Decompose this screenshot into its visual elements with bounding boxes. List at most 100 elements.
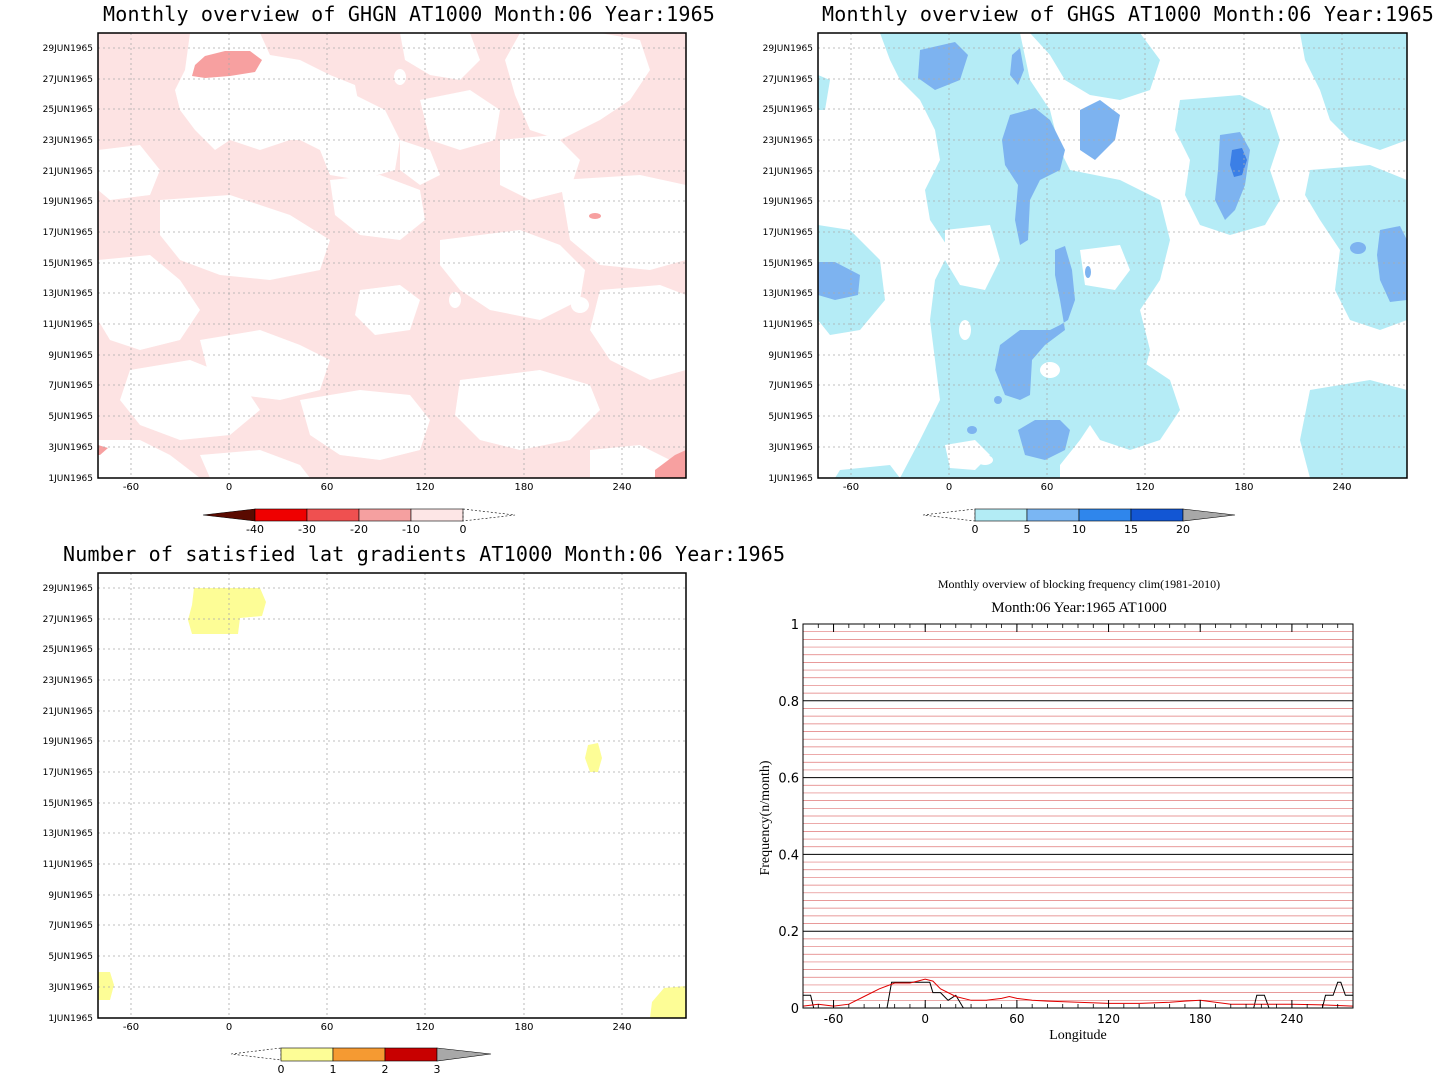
ghgs-ytick: 11JUN1965	[763, 320, 813, 330]
ghgs-ytick: 29JUN1965	[763, 44, 813, 54]
x-tick-label: 180	[1189, 1012, 1212, 1026]
lat-ytick: 17JUN1965	[43, 768, 93, 778]
lat-map: 1JUN1965 3JUN1965 5JUN1965 7JUN1965 9JUN…	[43, 572, 687, 1076]
lat-ytick: 11JUN1965	[43, 860, 93, 870]
ghgn-cbar-label: -40	[246, 523, 264, 536]
ghgs-ytick: 25JUN1965	[763, 105, 813, 115]
lat-xtick: 0	[226, 1022, 232, 1033]
lat-xtick: 60	[321, 1022, 334, 1033]
ghgn-ytick: 23JUN1965	[43, 136, 93, 146]
lat-ytick: 7JUN1965	[48, 921, 93, 931]
ghgs-cbar-label: 20	[1176, 523, 1190, 536]
ghgs-xtick: 240	[1332, 482, 1351, 493]
ghgn-ytick: 13JUN1965	[43, 289, 93, 299]
ghgs-xtick: 0	[946, 482, 952, 493]
x-tick-label: 120	[1097, 1012, 1120, 1026]
lat-cbar-label: 1	[330, 1063, 337, 1076]
y-tick-label: 0.2	[778, 925, 799, 940]
ghgn-ytick: 27JUN1965	[43, 75, 93, 85]
ghgn-title: Monthly overview of GHGN AT1000 Month:06…	[103, 2, 716, 26]
lat-ytick: 1JUN1965	[48, 1014, 93, 1024]
ghgn-ytick: 7JUN1965	[48, 381, 93, 391]
lat-xtick: 240	[612, 1022, 631, 1033]
lat-ytick: 13JUN1965	[43, 829, 93, 839]
ghgs-ytick: 19JUN1965	[763, 197, 813, 207]
ghgs-colorbar: 0 5 10 15 20	[922, 508, 1236, 536]
ghgs-plot-area	[818, 33, 1407, 478]
lat-xtick: -60	[123, 1022, 139, 1033]
lat-cbar-label: 2	[382, 1063, 389, 1076]
chart-grid	[803, 623, 1353, 1009]
lat-ytick: 3JUN1965	[48, 983, 93, 993]
ghgn-xtick: 120	[415, 482, 434, 493]
lat-colorbar: 0 1 2 3	[230, 1047, 492, 1076]
chart-series	[802, 978, 1354, 1009]
ghgs-ytick: 9JUN1965	[768, 351, 813, 361]
ghgn-cbar-label: -10	[402, 523, 420, 536]
x-tick-label: -60	[824, 1012, 844, 1026]
ghgs-ytick: 5JUN1965	[768, 412, 813, 422]
lat-cbar-label: 3	[434, 1063, 441, 1076]
ghgn-ytick: 17JUN1965	[43, 228, 93, 238]
ghgn-ytick: 15JUN1965	[43, 259, 93, 269]
ghgs-xtick: 60	[1041, 482, 1054, 493]
ghgs-ytick: 17JUN1965	[763, 228, 813, 238]
ghgs-ytick: 21JUN1965	[763, 167, 813, 177]
ghgn-ytick: 19JUN1965	[43, 197, 93, 207]
lat-xtick: 120	[415, 1022, 434, 1033]
series-line-1	[802, 978, 1354, 1007]
chart-subtitle: Month:06 Year:1965 AT1000	[991, 600, 1166, 616]
lat-ytick: 19JUN1965	[43, 737, 93, 747]
ghgs-cbar-label: 15	[1124, 523, 1138, 536]
x-tick-label: 60	[1009, 1012, 1024, 1026]
ghgn-ytick: 1JUN1965	[48, 474, 93, 484]
ghgs-xtick: 180	[1234, 482, 1253, 493]
lat-ytick: 5JUN1965	[48, 952, 93, 962]
y-tick-label: 0	[791, 1002, 799, 1017]
ghgn-ytick: 21JUN1965	[43, 167, 93, 177]
ghgn-xtick: 240	[612, 482, 631, 493]
chart-title: Monthly overview of blocking frequency c…	[938, 577, 1220, 591]
lat-xtick: 180	[514, 1022, 533, 1033]
lat-cbar-label: 0	[278, 1063, 285, 1076]
x-axis-label: Longitude	[1049, 1028, 1107, 1043]
lat-ytick: 15JUN1965	[43, 799, 93, 809]
ghgs-cbar-label: 0	[972, 523, 979, 536]
ghgn-ytick: 11JUN1965	[43, 320, 93, 330]
ghgn-cbar-label: -30	[298, 523, 316, 536]
ghgs-xtick: -60	[843, 482, 859, 493]
ghgn-cbar-label: -20	[350, 523, 368, 536]
ghgn-colorbar: -40 -30 -20 -10 0	[202, 508, 516, 536]
ghgn-xtick: 0	[226, 482, 232, 493]
y-tick-label: 0.4	[778, 848, 799, 863]
ghgs-ytick: 23JUN1965	[763, 136, 813, 146]
ghgn-plot-area	[98, 33, 686, 478]
lat-ytick: 25JUN1965	[43, 645, 93, 655]
ghgs-ytick: 3JUN1965	[768, 443, 813, 453]
lat-ytick: 29JUN1965	[43, 584, 93, 594]
ghgs-ytick: 27JUN1965	[763, 75, 813, 85]
ghgn-xtick: 60	[321, 482, 334, 493]
ghgs-ytick: 13JUN1965	[763, 289, 813, 299]
ghgn-ytick: 5JUN1965	[48, 412, 93, 422]
ghgs-ytick: 15JUN1965	[763, 259, 813, 269]
ghgn-ytick: 3JUN1965	[48, 443, 93, 453]
lat-ytick: 27JUN1965	[43, 615, 93, 625]
blocking-frequency-chart: Monthly overview of blocking frequency c…	[758, 577, 1354, 1043]
ghgn-ytick: 29JUN1965	[43, 44, 93, 54]
y-tick-label: 1	[791, 618, 799, 633]
chart-axes: 0 0.2 0.4 0.6 0.8 1 -60 0 60 120 180 240	[778, 618, 1354, 1026]
ghgn-y-ticks: 1JUN1965 3JUN1965 5JUN1965 7JUN1965 9JUN…	[43, 44, 93, 484]
lat-ytick: 9JUN1965	[48, 891, 93, 901]
y-axis-label: Frequency(n/month)	[758, 760, 773, 875]
x-tick-label: 240	[1280, 1012, 1303, 1026]
ghgn-xtick: 180	[514, 482, 533, 493]
ghgs-ytick: 1JUN1965	[768, 474, 813, 484]
lat-ytick: 21JUN1965	[43, 707, 93, 717]
lat-title: Number of satisfied lat gradients AT1000…	[63, 542, 786, 566]
ghgn-grid	[98, 33, 686, 478]
ghgn-map: 1JUN1965 3JUN1965 5JUN1965 7JUN1965 9JUN…	[43, 32, 687, 536]
lat-fills	[98, 588, 686, 1018]
y-tick-label: 0.6	[778, 772, 799, 787]
y-tick-label: 0.8	[778, 695, 799, 710]
